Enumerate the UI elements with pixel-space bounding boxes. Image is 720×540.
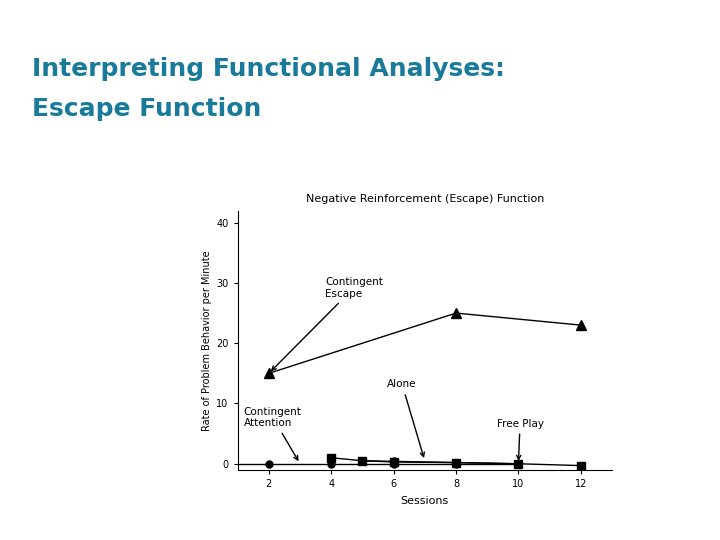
Title: Negative Reinforcement (Escape) Function: Negative Reinforcement (Escape) Function <box>305 194 544 204</box>
Text: Contingent
Attention: Contingent Attention <box>244 407 302 460</box>
Y-axis label: Rate of Problem Behavior per Minute: Rate of Problem Behavior per Minute <box>202 250 212 430</box>
Text: Contingent
Escape: Contingent Escape <box>272 277 383 370</box>
Text: Free Play: Free Play <box>497 418 544 460</box>
Text: Alone: Alone <box>387 380 424 457</box>
Text: Interpreting Functional Analyses:: Interpreting Functional Analyses: <box>32 57 505 80</box>
X-axis label: Sessions: Sessions <box>400 496 449 506</box>
Text: Escape Function: Escape Function <box>32 97 262 121</box>
